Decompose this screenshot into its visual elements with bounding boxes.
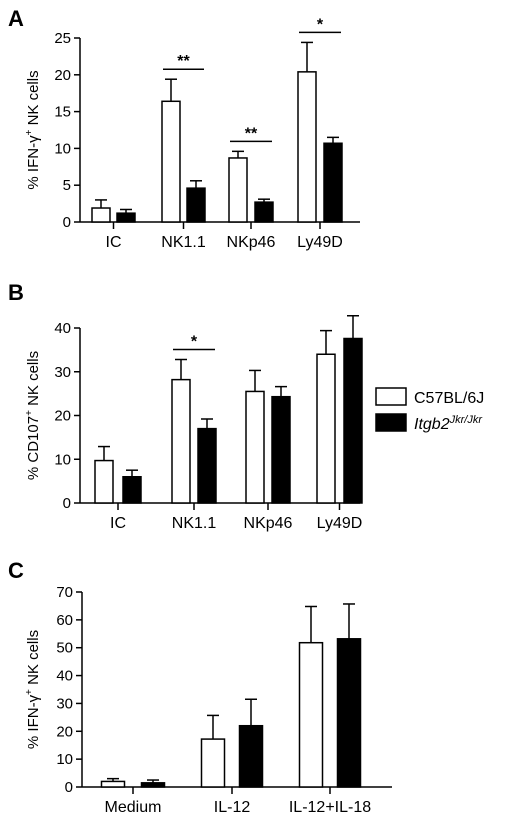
legend: C57BL/6J Itgb2Jkr/Jkr — [375, 387, 484, 433]
y-tick-label: 5 — [63, 177, 71, 194]
x-category-label: IL-12 — [214, 799, 251, 816]
bar — [271, 395, 291, 504]
y-tick-label: 0 — [63, 214, 71, 231]
x-category-label: Medium — [105, 799, 162, 816]
y-tick-label: 40 — [54, 320, 71, 337]
y-tick-label: 40 — [56, 668, 73, 685]
y-tick-label: 10 — [54, 140, 71, 157]
y-tick-label: 20 — [54, 67, 71, 84]
bar — [343, 337, 363, 504]
x-category-label: Ly49D — [317, 515, 363, 532]
significance-label: * — [317, 16, 324, 33]
y-axis-label: % CD107+ NK cells — [24, 351, 42, 480]
y-tick-label: 0 — [63, 495, 71, 512]
chart-panel-a: A 0 5 10 15 20 25 % IFN-γ+ NK cells IC NK1.1 NKp46… — [8, 6, 360, 251]
bar — [171, 378, 191, 504]
y-tick-label: 30 — [54, 364, 71, 381]
bar — [186, 187, 206, 223]
significance-label: ** — [177, 53, 190, 70]
significance-label: * — [191, 334, 198, 351]
y-tick-label: 20 — [54, 408, 71, 425]
x-category-label: IC — [110, 515, 126, 532]
y-tick-label: 15 — [54, 104, 71, 121]
y-tick-label: 10 — [56, 751, 73, 768]
bar — [245, 390, 265, 504]
bar — [200, 738, 226, 788]
panel-label: C — [8, 558, 24, 583]
bar — [298, 641, 324, 788]
bar — [316, 353, 336, 504]
bar — [100, 780, 126, 788]
bar — [323, 142, 343, 223]
bar — [336, 638, 362, 788]
bar — [122, 476, 142, 504]
bar — [228, 157, 248, 223]
bar — [254, 201, 274, 223]
y-tick-label: 60 — [56, 612, 73, 629]
x-category-label: IL-12+IL-18 — [289, 799, 371, 816]
y-tick-label: 25 — [54, 30, 71, 47]
bar — [238, 724, 264, 788]
y-tick-label: 20 — [56, 723, 73, 740]
x-category-label: NKp46 — [227, 234, 276, 251]
y-tick-label: 0 — [65, 779, 73, 796]
y-tick-label: 10 — [54, 451, 71, 468]
y-tick-label: 50 — [56, 640, 73, 657]
legend-swatch-itgb2 — [375, 413, 407, 432]
x-category-label: Ly49D — [297, 234, 343, 251]
y-tick-label: 30 — [56, 695, 73, 712]
legend-label-c57bl6j: C57BL/6J — [414, 390, 484, 407]
panel-label: A — [8, 6, 24, 31]
panel-label: B — [8, 280, 24, 305]
y-axis-label: % IFN-γ+ NK cells — [24, 70, 42, 189]
chart-panel-c: C 0 10 20 30 40 50 60 70 % IFN-γ+ NK cells Medium I… — [8, 558, 392, 816]
chart-panel-b: B 0 10 20 30 40 % CD107+ NK cells IC NK1.1 NKp46 L… — [8, 280, 363, 532]
x-category-label: NK1.1 — [161, 234, 206, 251]
x-category-label: NKp46 — [244, 515, 293, 532]
bar — [116, 212, 136, 223]
bar — [197, 427, 217, 504]
x-category-label: IC — [106, 234, 122, 251]
bar — [94, 459, 114, 504]
y-axis-label: % IFN-γ+ NK cells — [24, 630, 42, 749]
legend-swatch-c57bl6j — [375, 387, 407, 406]
bar — [161, 100, 181, 223]
bar — [91, 207, 111, 223]
bar — [140, 782, 166, 788]
y-tick-label: 70 — [56, 584, 73, 601]
x-category-label: NK1.1 — [172, 515, 217, 532]
significance-label: ** — [245, 125, 258, 142]
legend-label-itgb2: Itgb2Jkr/Jkr — [414, 414, 483, 433]
bar — [297, 71, 317, 223]
